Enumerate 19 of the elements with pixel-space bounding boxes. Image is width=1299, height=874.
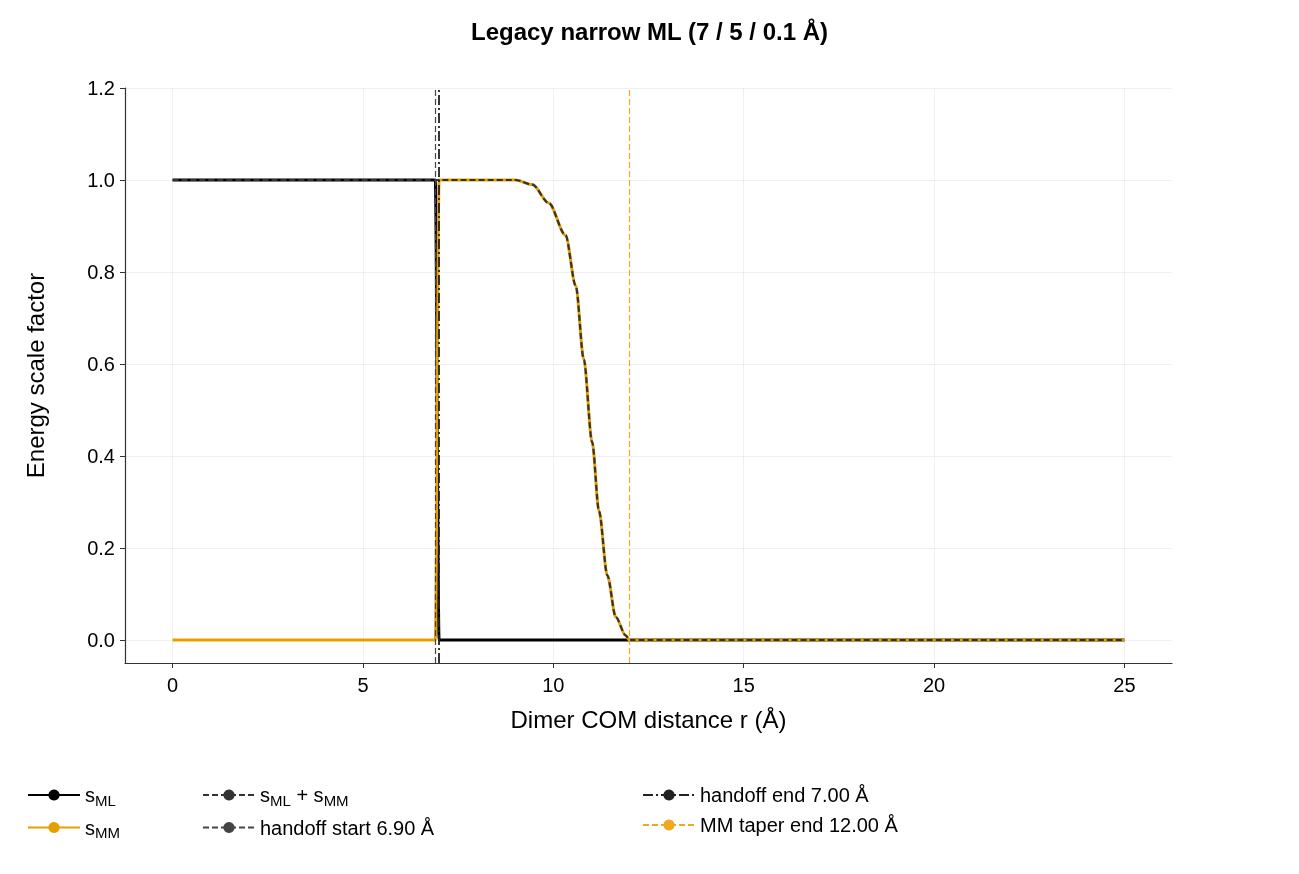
y-tick-label: 0.0 <box>87 629 115 651</box>
x-tick-label: 20 <box>922 674 946 696</box>
x-tick-label: 5 <box>357 674 369 696</box>
x-tick-label: 15 <box>732 674 755 696</box>
x-tick-label: 0 <box>167 674 179 696</box>
x-tick-label: 25 <box>1113 674 1136 696</box>
y-tick-label: 1.0 <box>87 169 115 191</box>
y-tick-label: 0.8 <box>87 261 115 283</box>
y-tick-label: 0.4 <box>87 445 115 467</box>
y-tick-label: 0.6 <box>87 353 115 375</box>
legend-label: handoff start 6.90 Å <box>260 816 435 839</box>
x-axis-title: Dimer COM distance r (Å) <box>510 705 787 733</box>
chart-title: Legacy narrow ML (7 / 5 / 0.1 Å) <box>471 17 828 45</box>
y-tick-label: 1.2 <box>87 77 115 99</box>
legend-label: MM taper end 12.00 Å <box>700 814 899 836</box>
legend-label: handoff end 7.00 Å <box>700 784 870 806</box>
y-axis-title: Energy scale factor <box>21 272 49 479</box>
y-tick-label: 0.2 <box>87 537 115 559</box>
x-tick-label: 10 <box>542 674 565 696</box>
